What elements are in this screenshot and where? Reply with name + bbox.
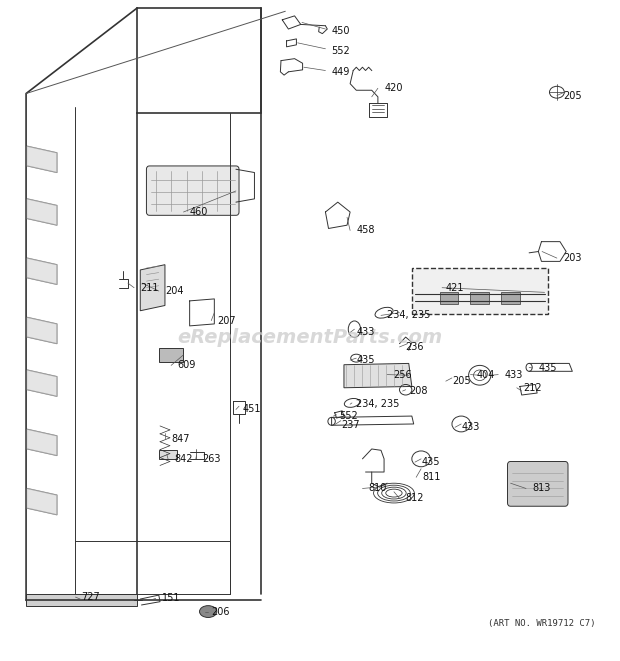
Bar xyxy=(502,292,520,304)
Text: 450: 450 xyxy=(332,26,350,36)
Polygon shape xyxy=(344,364,412,388)
Bar xyxy=(159,450,177,459)
Polygon shape xyxy=(27,429,57,455)
Text: 404: 404 xyxy=(477,369,495,379)
Polygon shape xyxy=(27,146,57,173)
Text: 211: 211 xyxy=(140,283,159,293)
Text: 435: 435 xyxy=(538,363,557,373)
Text: 458: 458 xyxy=(356,225,375,235)
Text: 433: 433 xyxy=(461,422,480,432)
Text: 234, 235: 234, 235 xyxy=(387,311,430,321)
Polygon shape xyxy=(27,199,57,225)
Text: 263: 263 xyxy=(202,454,221,464)
Text: (ART NO. WR19712 C7): (ART NO. WR19712 C7) xyxy=(488,619,595,628)
Text: 460: 460 xyxy=(190,207,208,217)
Text: 421: 421 xyxy=(446,283,464,293)
Text: 609: 609 xyxy=(177,360,196,370)
Text: 433: 433 xyxy=(356,327,374,338)
Text: 208: 208 xyxy=(409,386,427,396)
Polygon shape xyxy=(27,317,57,344)
Text: 435: 435 xyxy=(356,355,375,365)
Text: 847: 847 xyxy=(171,434,190,444)
Text: 206: 206 xyxy=(211,607,230,617)
Text: 203: 203 xyxy=(563,253,582,263)
Polygon shape xyxy=(27,370,57,397)
Text: 237: 237 xyxy=(341,420,360,430)
Text: 552: 552 xyxy=(332,46,350,56)
Bar xyxy=(159,348,184,362)
Text: 151: 151 xyxy=(162,594,180,603)
Text: 811: 811 xyxy=(422,472,441,483)
Text: 204: 204 xyxy=(165,286,184,296)
Polygon shape xyxy=(140,264,165,311)
Text: 727: 727 xyxy=(82,592,100,602)
Text: 813: 813 xyxy=(532,483,551,494)
Text: 420: 420 xyxy=(384,83,402,93)
Text: 842: 842 xyxy=(174,454,193,464)
Text: 207: 207 xyxy=(218,315,236,326)
Bar xyxy=(440,292,458,304)
Polygon shape xyxy=(27,488,57,515)
Ellipse shape xyxy=(200,605,217,617)
Text: 205: 205 xyxy=(452,376,471,386)
Bar xyxy=(26,594,137,605)
Text: 435: 435 xyxy=(421,457,440,467)
FancyBboxPatch shape xyxy=(412,268,547,314)
Text: 449: 449 xyxy=(332,67,350,77)
Text: 236: 236 xyxy=(405,342,424,352)
Text: eReplacementParts.com: eReplacementParts.com xyxy=(177,328,443,346)
Text: 256: 256 xyxy=(393,369,412,379)
Text: 212: 212 xyxy=(523,383,541,393)
FancyBboxPatch shape xyxy=(508,461,568,506)
FancyBboxPatch shape xyxy=(146,166,239,215)
Text: 205: 205 xyxy=(563,91,582,100)
Text: 812: 812 xyxy=(405,493,424,503)
Text: 451: 451 xyxy=(242,405,260,414)
Text: 234, 235: 234, 235 xyxy=(356,399,400,409)
Text: 433: 433 xyxy=(505,369,523,379)
Text: 810: 810 xyxy=(369,483,387,494)
Polygon shape xyxy=(27,258,57,284)
Text: 552: 552 xyxy=(340,411,358,421)
Bar xyxy=(471,292,489,304)
